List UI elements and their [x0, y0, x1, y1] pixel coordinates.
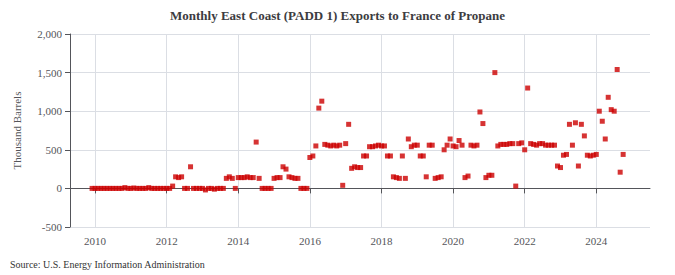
svg-text:2012: 2012	[156, 235, 178, 247]
svg-text:1,500: 1,500	[37, 67, 62, 79]
svg-text:2010: 2010	[84, 235, 107, 247]
svg-text:2016: 2016	[299, 235, 322, 247]
svg-text:Source: U.S. Energy Informatio: Source: U.S. Energy Information Administ…	[10, 259, 205, 270]
svg-text:2,000: 2,000	[37, 28, 62, 40]
svg-text:1,000: 1,000	[37, 105, 62, 117]
svg-text:500: 500	[46, 144, 63, 156]
svg-text:0: 0	[57, 182, 63, 194]
svg-text:2018: 2018	[370, 235, 393, 247]
svg-text:Thousand Barrels: Thousand Barrels	[11, 92, 23, 170]
svg-text:-500: -500	[42, 221, 63, 233]
svg-text:2014: 2014	[227, 235, 250, 247]
svg-text:2020: 2020	[442, 235, 465, 247]
svg-text:2024: 2024	[585, 235, 608, 247]
svg-text:2022: 2022	[514, 235, 536, 247]
svg-text:Monthly East Coast (PADD 1) Ex: Monthly East Coast (PADD 1) Exports to F…	[170, 8, 505, 23]
